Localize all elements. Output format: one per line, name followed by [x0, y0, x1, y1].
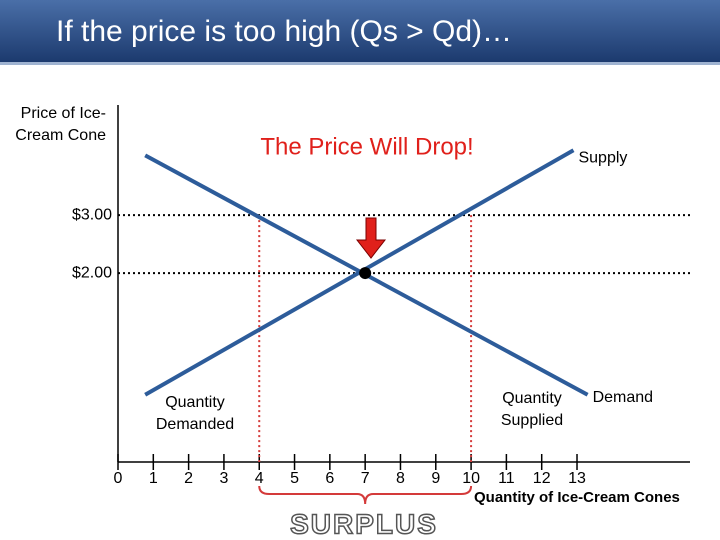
x-tick-label: 9 — [431, 470, 440, 487]
x-axis-title: Quantity of Ice-Cream Cones — [474, 489, 680, 506]
x-tick-label: 8 — [396, 470, 405, 487]
x-tick-label: 12 — [533, 470, 551, 487]
slide-title: If the price is too high (Qs > Qd)… — [56, 15, 512, 48]
equilibrium-point — [359, 267, 372, 280]
surplus-label: SURPLUS — [290, 508, 438, 539]
header-bar — [0, 0, 720, 62]
x-tick-label: 11 — [498, 470, 515, 487]
x-tick-label: 10 — [462, 470, 480, 487]
annotation: The Price Will Drop! — [260, 133, 473, 160]
x-tick-label: 2 — [184, 470, 193, 487]
x-tick-label: 7 — [361, 470, 370, 487]
surplus-bracket — [258, 485, 473, 505]
x-tick-label: 3 — [219, 470, 228, 487]
supplied-label: Quantity Supplied — [500, 390, 564, 429]
x-tick-label: 13 — [568, 470, 586, 487]
demanded-label: Quantity Demanded — [155, 394, 235, 433]
x-tick-label: 4 — [255, 470, 264, 487]
legend-entry: Supply — [578, 149, 627, 166]
x-tick-label: 0 — [114, 470, 123, 487]
y-tick-label: $2.00 — [72, 264, 112, 281]
y-axis-title: Price of Ice-Cream Cone — [15, 105, 106, 144]
drop-arrow — [355, 217, 387, 259]
x-tick-label: 5 — [290, 470, 299, 487]
header-rule — [0, 62, 720, 65]
legend-entry: Demand — [593, 389, 653, 406]
x-tick-label: 6 — [325, 470, 334, 487]
x-tick-label: 1 — [149, 470, 158, 487]
y-tick-label: $3.00 — [72, 206, 112, 223]
